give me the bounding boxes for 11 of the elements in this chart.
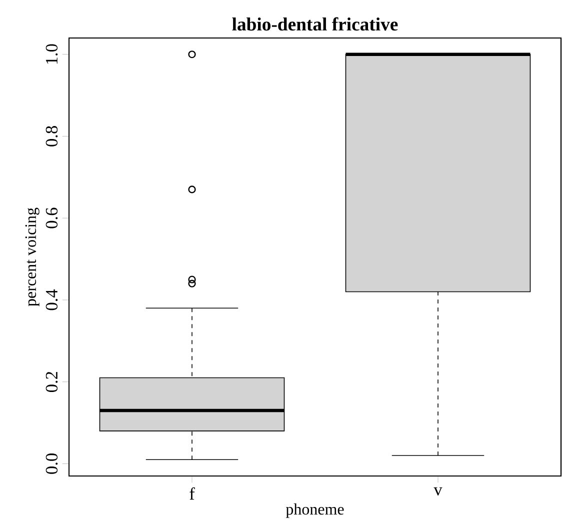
y-tick-label: 0.4: [46, 289, 58, 310]
x-tick-label: v: [434, 487, 442, 496]
x-tick-label: f: [190, 487, 195, 500]
y-tick-label: 0.2: [46, 372, 58, 392]
y-tick-label: 1.0: [46, 44, 58, 64]
y-tick-label: 0.8: [46, 126, 58, 146]
y-axis-title: percent voicing: [25, 208, 40, 306]
y-tick-label: 0.0: [46, 454, 58, 474]
x-axis-title: phoneme: [286, 503, 344, 518]
y-tick-label: 0.6: [46, 208, 58, 228]
chart-title: labio-dental fricative: [232, 17, 398, 31]
